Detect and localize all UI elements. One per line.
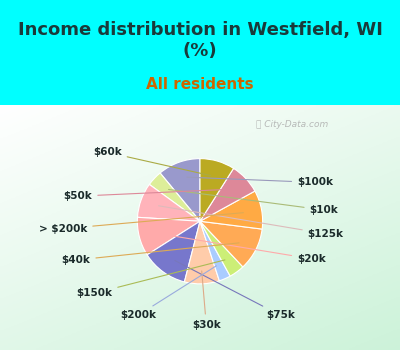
Wedge shape bbox=[200, 221, 262, 267]
Wedge shape bbox=[137, 217, 200, 255]
Wedge shape bbox=[200, 159, 234, 221]
Wedge shape bbox=[200, 221, 243, 276]
Text: $200k: $200k bbox=[120, 266, 216, 320]
Text: > $200k: > $200k bbox=[39, 213, 243, 234]
Text: $40k: $40k bbox=[62, 243, 239, 265]
Text: All residents: All residents bbox=[146, 77, 254, 92]
Text: $30k: $30k bbox=[192, 271, 221, 330]
Wedge shape bbox=[147, 221, 200, 282]
Wedge shape bbox=[138, 184, 200, 221]
Wedge shape bbox=[149, 173, 200, 221]
Text: $100k: $100k bbox=[187, 177, 333, 187]
Wedge shape bbox=[160, 159, 200, 221]
Text: Income distribution in Westfield, WI
(%): Income distribution in Westfield, WI (%) bbox=[18, 21, 382, 60]
Wedge shape bbox=[184, 221, 219, 284]
Text: $20k: $20k bbox=[157, 233, 326, 264]
Wedge shape bbox=[200, 191, 263, 229]
Text: $75k: $75k bbox=[175, 260, 295, 320]
Text: $10k: $10k bbox=[168, 189, 338, 215]
Text: $50k: $50k bbox=[64, 189, 232, 201]
Text: $125k: $125k bbox=[158, 206, 344, 239]
Text: $60k: $60k bbox=[93, 147, 210, 175]
Wedge shape bbox=[200, 221, 230, 281]
Text: $150k: $150k bbox=[76, 260, 225, 298]
Text: ⓘ City-Data.com: ⓘ City-Data.com bbox=[256, 120, 328, 129]
Wedge shape bbox=[200, 168, 255, 221]
